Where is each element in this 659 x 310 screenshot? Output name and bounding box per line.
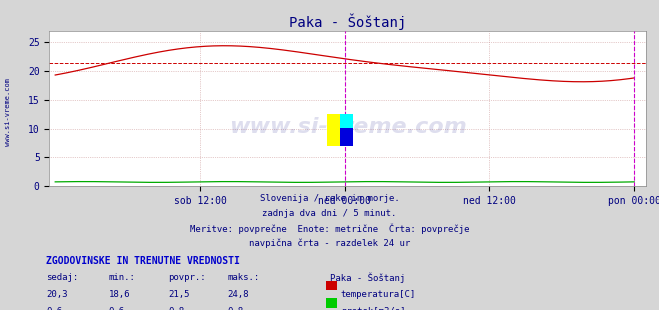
- Text: 24,8: 24,8: [227, 290, 249, 299]
- Text: Paka - Šoštanj: Paka - Šoštanj: [330, 273, 405, 283]
- Text: povpr.:: povpr.:: [168, 273, 206, 282]
- Text: 0,8: 0,8: [168, 307, 184, 310]
- Text: min.:: min.:: [109, 273, 136, 282]
- Text: 0,6: 0,6: [46, 307, 62, 310]
- Text: zadnja dva dni / 5 minut.: zadnja dva dni / 5 minut.: [262, 209, 397, 218]
- Text: 0,8: 0,8: [227, 307, 243, 310]
- Title: Paka - Šoštanj: Paka - Šoštanj: [289, 13, 406, 30]
- Text: www.si-vreme.com: www.si-vreme.com: [229, 117, 467, 137]
- Text: ZGODOVINSKE IN TRENUTNE VREDNOSTI: ZGODOVINSKE IN TRENUTNE VREDNOSTI: [46, 256, 240, 266]
- Text: Meritve: povprečne  Enote: metrične  Črta: povprečje: Meritve: povprečne Enote: metrične Črta:…: [190, 224, 469, 234]
- Text: 18,6: 18,6: [109, 290, 130, 299]
- Text: sedaj:: sedaj:: [46, 273, 78, 282]
- Bar: [328, 114, 340, 146]
- Text: temperatura[C]: temperatura[C]: [341, 290, 416, 299]
- Text: www.si-vreme.com: www.si-vreme.com: [5, 78, 11, 146]
- Bar: [340, 114, 353, 146]
- Text: 21,5: 21,5: [168, 290, 190, 299]
- Text: 0,6: 0,6: [109, 307, 125, 310]
- Text: navpična črta - razdelek 24 ur: navpična črta - razdelek 24 ur: [249, 238, 410, 248]
- Text: maks.:: maks.:: [227, 273, 260, 282]
- Bar: [340, 128, 353, 146]
- Text: Slovenija / reke in morje.: Slovenija / reke in morje.: [260, 194, 399, 203]
- Text: pretok[m3/s]: pretok[m3/s]: [341, 307, 405, 310]
- Text: 20,3: 20,3: [46, 290, 68, 299]
